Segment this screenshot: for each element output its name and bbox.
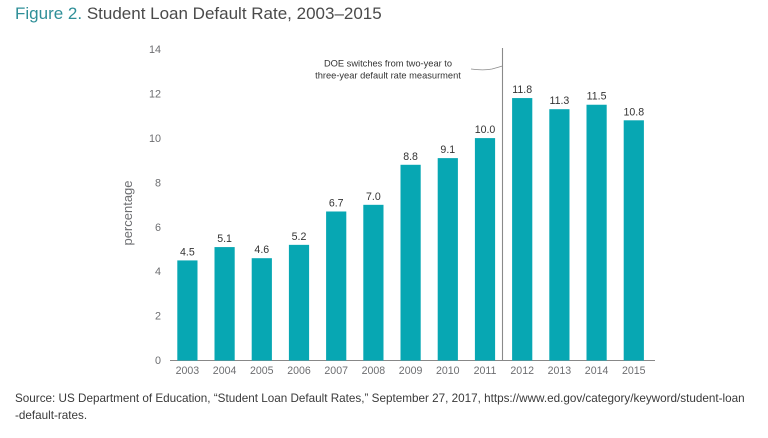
svg-text:2003: 2003: [176, 365, 200, 377]
svg-text:9.1: 9.1: [440, 144, 455, 156]
svg-text:5.2: 5.2: [292, 231, 307, 243]
svg-text:2008: 2008: [362, 365, 386, 377]
svg-text:0: 0: [155, 355, 161, 367]
svg-text:2015: 2015: [622, 365, 646, 377]
svg-text:2011: 2011: [474, 365, 497, 377]
svg-text:2012: 2012: [510, 365, 534, 377]
svg-text:three-year default rate measur: three-year default rate measurment: [315, 71, 461, 81]
svg-text:2013: 2013: [548, 365, 572, 377]
svg-text:7.0: 7.0: [366, 191, 381, 203]
svg-text:2007: 2007: [324, 365, 348, 377]
svg-text:8.8: 8.8: [403, 151, 418, 163]
svg-text:2004: 2004: [213, 365, 237, 377]
svg-text:11.3: 11.3: [549, 95, 569, 107]
svg-text:2: 2: [155, 311, 161, 323]
svg-text:11.8: 11.8: [512, 84, 532, 96]
svg-text:10.0: 10.0: [475, 124, 496, 136]
svg-text:4.5: 4.5: [180, 246, 195, 258]
svg-text:6: 6: [155, 222, 161, 234]
svg-text:4: 4: [155, 266, 161, 278]
svg-text:10: 10: [149, 133, 161, 145]
svg-text:8: 8: [155, 177, 161, 189]
svg-text:percentage: percentage: [120, 180, 135, 245]
svg-text:2014: 2014: [585, 365, 609, 377]
svg-text:2005: 2005: [250, 365, 274, 377]
svg-text:2010: 2010: [436, 365, 460, 377]
svg-text:10.8: 10.8: [623, 106, 644, 118]
svg-text:12: 12: [149, 88, 161, 100]
svg-text:6.7: 6.7: [329, 197, 344, 209]
svg-text:2009: 2009: [399, 365, 423, 377]
svg-text:4.6: 4.6: [254, 244, 269, 256]
svg-text:14: 14: [149, 44, 161, 56]
svg-text:5.1: 5.1: [217, 233, 232, 245]
svg-text:DOE switches from two-year to: DOE switches from two-year to: [324, 59, 452, 69]
svg-text:2006: 2006: [287, 365, 311, 377]
svg-text:11.5: 11.5: [587, 91, 607, 103]
